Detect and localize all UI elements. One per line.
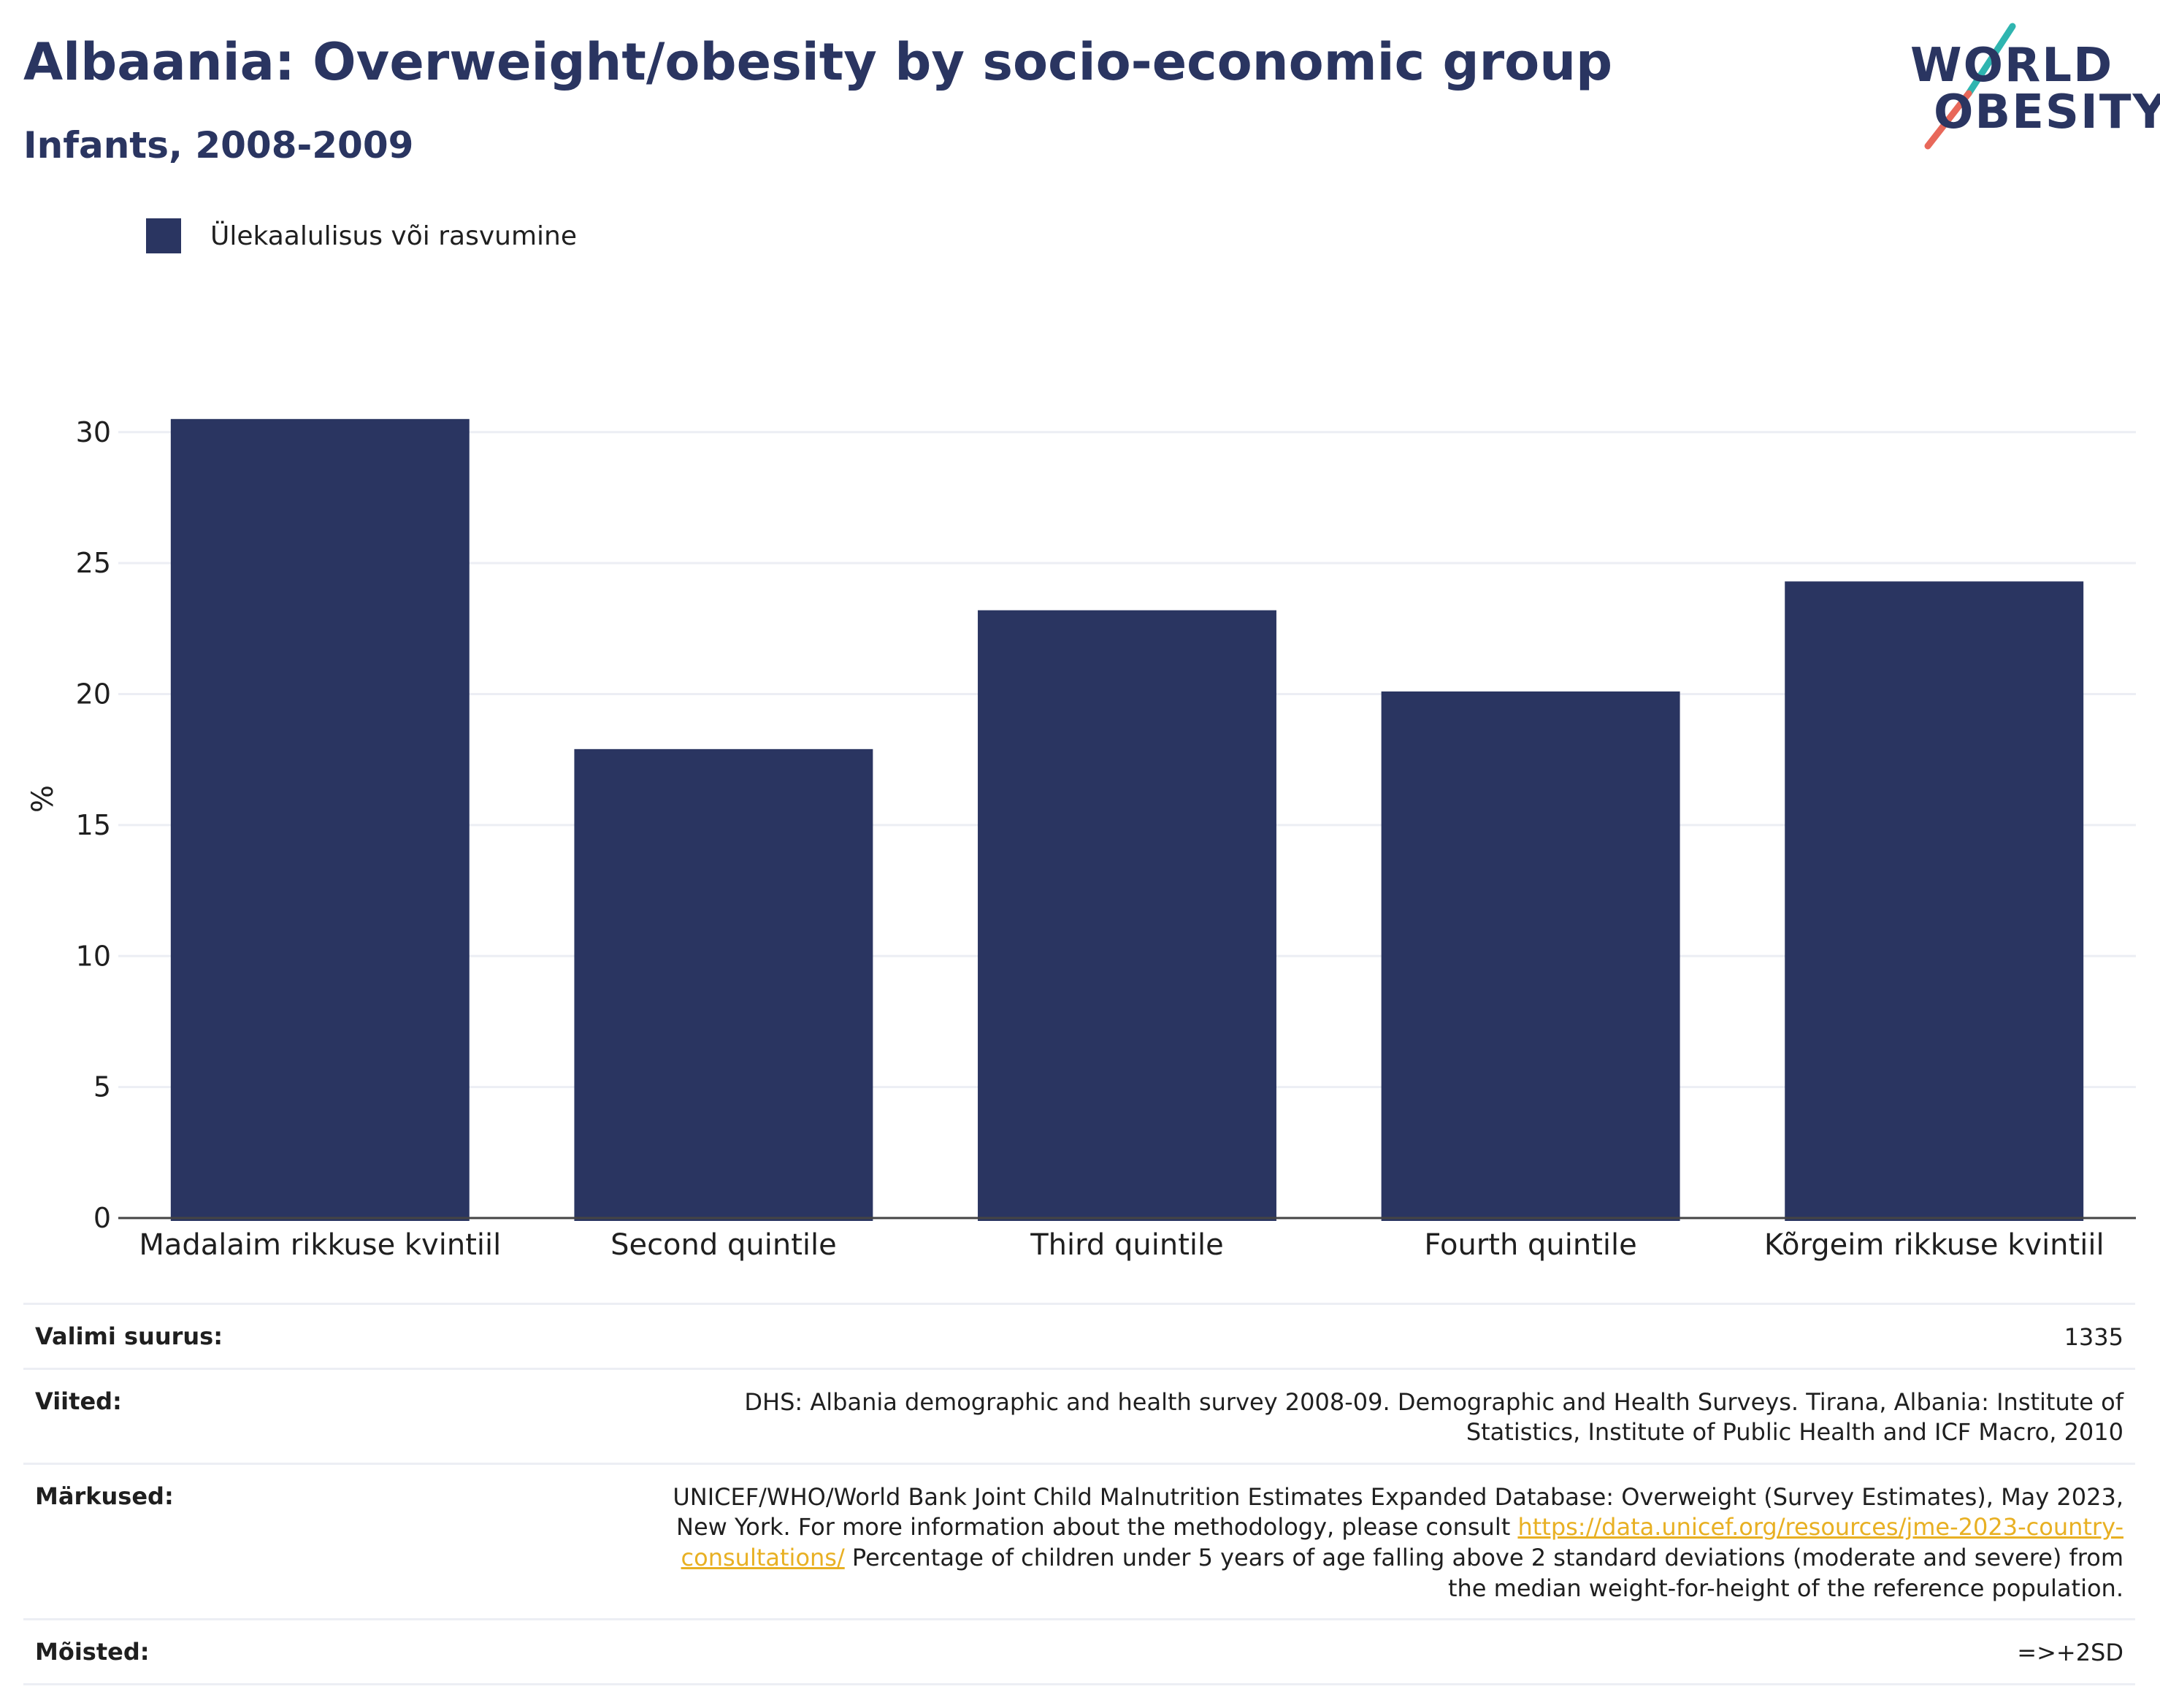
x-tick-label: Kõrgeim rikkuse kvintiil (1764, 1228, 2105, 1262)
bar (574, 748, 873, 1221)
legend: Ülekaalulisus või rasvumine (146, 218, 577, 254)
info-row-sample-size: Valimi suurus: 1335 (23, 1303, 2135, 1368)
bar (978, 610, 1276, 1221)
legend-label: Ülekaalulisus või rasvumine (210, 221, 577, 251)
bar (1785, 581, 2084, 1221)
y-tick-label: 30 (76, 416, 111, 448)
references-value: DHS: Albania demographic and health surv… (744, 1387, 2123, 1447)
sample-size-value: 1335 (2064, 1323, 2123, 1351)
sample-size-label: Valimi suurus: (35, 1322, 223, 1350)
logo-word-obesity: OBESITY (1934, 85, 2160, 139)
chart-title: Albaania: Overweight/obesity by socio-ec… (23, 32, 1613, 92)
y-tick-label: 10 (76, 940, 111, 972)
y-tick-label: 25 (76, 547, 111, 579)
definitions-label: Mõisted: (35, 1638, 150, 1666)
notes-value: UNICEF/WHO/World Bank Joint Child Malnut… (641, 1482, 2123, 1604)
info-row-notes: Märkused: UNICEF/WHO/World Bank Joint Ch… (23, 1462, 2135, 1618)
x-tick-label: Second quintile (610, 1228, 837, 1262)
notes-label: Märkused: (35, 1482, 174, 1510)
bar (1381, 691, 1680, 1221)
bar-chart: 0 5 10 15 20 25 30% Madalaim rikkuse kvintiil Se… (26, 416, 2136, 1262)
info-row-definitions: Mõisted: =>+2SD (23, 1618, 2135, 1685)
notes-text-before: UNICEF/WHO/World Bank Joint Child Malnut… (673, 1482, 2123, 1542)
definitions-value: =>+2SD (2017, 1639, 2123, 1667)
references-label: Viited: (35, 1387, 122, 1415)
world-obesity-logo: WORLD OBESITY (1899, 20, 2160, 152)
x-tick-label: Madalaim rikkuse kvintiil (139, 1228, 501, 1262)
x-tick-label: Fourth quintile (1424, 1228, 1636, 1262)
legend-swatch (146, 218, 181, 253)
y-tick-label: 5 (93, 1071, 111, 1103)
info-table: Valimi suurus: 1335 Viited: DHS: Albania… (23, 1303, 2135, 1685)
logo-word-world: WORLD (1910, 39, 2114, 93)
bar (170, 418, 470, 1221)
y-tick-label: 0 (93, 1202, 111, 1234)
y-tick-label: 15 (76, 809, 111, 841)
info-row-references: Viited: DHS: Albania demographic and hea… (23, 1367, 2135, 1463)
notes-link[interactable]: https://data.unicef.org/resources/jme-20… (681, 1513, 2123, 1571)
x-tick-label: Third quintile (1030, 1228, 1223, 1262)
logo-slash-icon (1924, 23, 2016, 150)
y-tick-label: 20 (76, 678, 111, 711)
notes-text-after: Percentage of children under 5 years of … (844, 1543, 2123, 1602)
chart-subtitle: Infants, 2008-2009 (23, 124, 414, 166)
y-axis-title: % (26, 785, 60, 813)
